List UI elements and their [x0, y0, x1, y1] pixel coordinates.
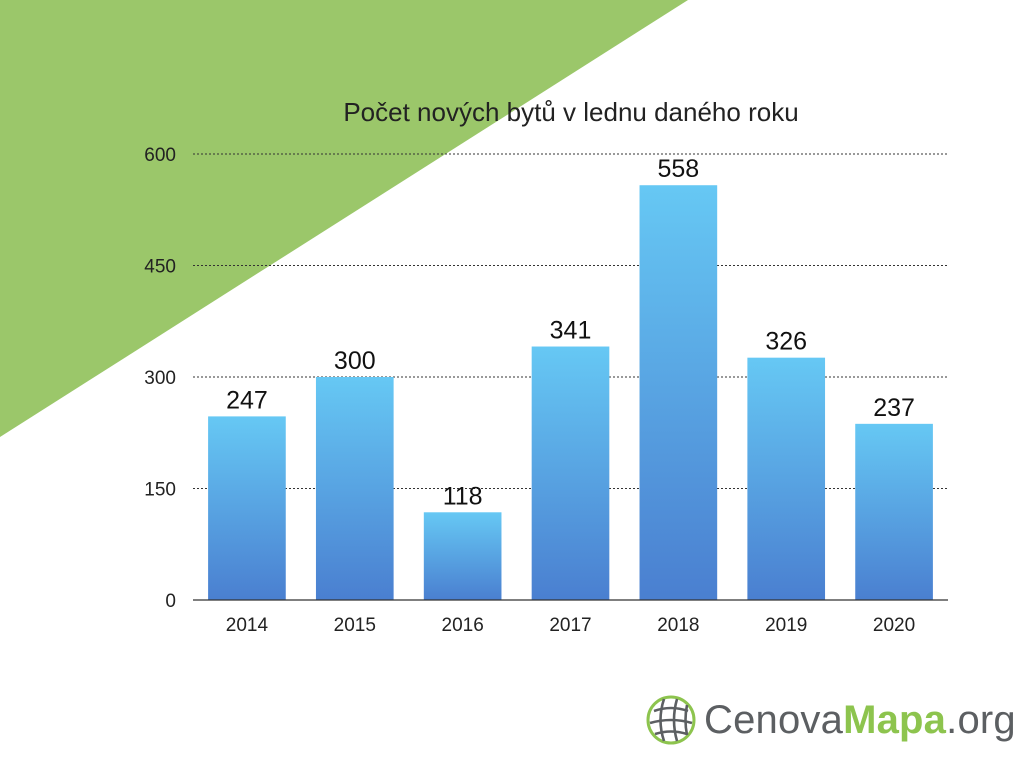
- bar-2020: [855, 423, 933, 600]
- x-tick-label-2020: 2020: [873, 615, 915, 636]
- data-label-2015: 300: [334, 347, 376, 375]
- logo-text-mapa: Mapa: [843, 697, 947, 742]
- logo-text-org: .org: [946, 697, 1016, 742]
- x-axis-categories: 2014 2015 2016 2017 2018 2019 2020: [226, 615, 915, 636]
- data-label-2020: 237: [873, 394, 915, 422]
- data-label-2019: 326: [765, 328, 807, 356]
- x-tick-label-2015: 2015: [334, 615, 376, 636]
- bar-2016: [423, 512, 502, 600]
- y-tick-label: 300: [144, 368, 176, 389]
- x-tick-label-2017: 2017: [549, 615, 591, 636]
- data-label-2016: 118: [443, 482, 483, 510]
- bar-2015: [315, 377, 394, 600]
- logo-wordmark: CenovaMapa.org: [704, 698, 1016, 743]
- data-label-2018: 558: [657, 155, 699, 183]
- y-tick-label: 450: [144, 257, 176, 278]
- cenovamapa-logo: CenovaMapa.org: [644, 688, 1016, 752]
- data-label-2017: 341: [550, 317, 592, 345]
- y-tick-label: 150: [144, 480, 176, 501]
- y-axis-ticks: 0 150 300 450 600: [144, 145, 176, 612]
- data-labels: 247 300 118 341 558 326 237: [226, 155, 915, 510]
- logo-text-cenova: Cenova: [704, 697, 844, 742]
- y-tick-label: 0: [165, 591, 176, 612]
- x-tick-label-2014: 2014: [226, 615, 269, 636]
- chart-title: Počet nových bytů v lednu daného roku: [343, 97, 798, 127]
- bar-2019: [747, 357, 826, 600]
- bar-2017: [531, 346, 610, 600]
- bar-2018: [639, 185, 718, 600]
- bars: [208, 185, 933, 600]
- x-tick-label-2016: 2016: [442, 615, 484, 636]
- x-tick-label-2018: 2018: [657, 615, 699, 636]
- data-label-2014: 247: [226, 386, 268, 414]
- x-tick-label-2019: 2019: [765, 615, 807, 636]
- bar-2014: [208, 416, 286, 600]
- globe-icon: [646, 695, 696, 745]
- y-tick-label: 600: [144, 145, 176, 166]
